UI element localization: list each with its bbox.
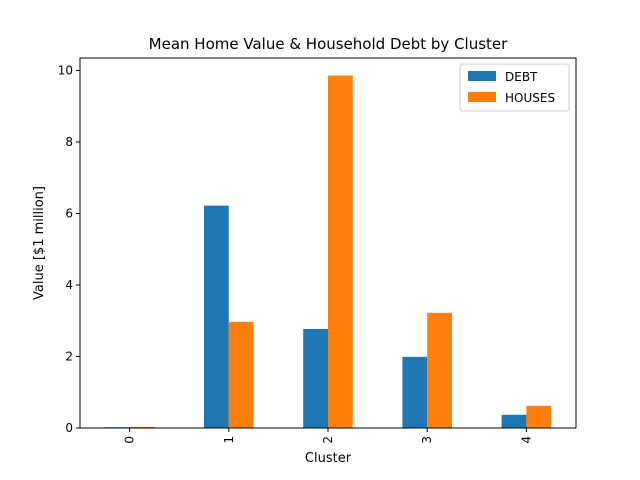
x-tick-label-2: 2 (321, 436, 335, 444)
bar-houses-cluster-1 (228, 321, 254, 428)
x-tick-label-1: 1 (222, 436, 236, 444)
legend-label-debt: DEBT (505, 70, 538, 84)
y-axis-label: Value [$1 million] (32, 186, 47, 300)
bar-houses-cluster-2 (328, 75, 353, 428)
y-tick-label-0: 0 (65, 421, 73, 435)
legend-label-houses: HOUSES (505, 91, 555, 105)
bar-houses-cluster-0 (129, 426, 155, 428)
bar-houses-cluster-3 (427, 312, 452, 428)
bar-houses-cluster-4 (526, 405, 552, 428)
y-tick-label-6: 6 (65, 207, 73, 221)
bar-debt-cluster-2 (303, 328, 328, 428)
y-tick-label-2: 2 (65, 350, 73, 364)
legend: DEBT HOUSES (459, 63, 570, 112)
bar-debt-cluster-4 (501, 414, 527, 428)
y-axis: 0 2 4 6 8 10 (58, 64, 80, 435)
bars-group (104, 75, 552, 428)
x-tick-label-3: 3 (420, 436, 434, 444)
x-axis: 0 1 2 3 4 (123, 428, 533, 444)
chart-title: Mean Home Value & Household Debt by Clus… (149, 35, 508, 53)
x-tick-label-4: 4 (519, 436, 533, 444)
y-tick-label-4: 4 (65, 278, 73, 292)
x-axis-label: Cluster (305, 451, 352, 466)
y-tick-label-10: 10 (58, 64, 73, 78)
legend-swatch-debt (468, 71, 496, 81)
y-tick-label-8: 8 (65, 135, 73, 149)
x-tick-label-0: 0 (123, 436, 137, 444)
bar-debt-cluster-3 (402, 356, 428, 428)
bar-debt-cluster-1 (204, 205, 229, 428)
legend-swatch-houses (468, 92, 496, 102)
